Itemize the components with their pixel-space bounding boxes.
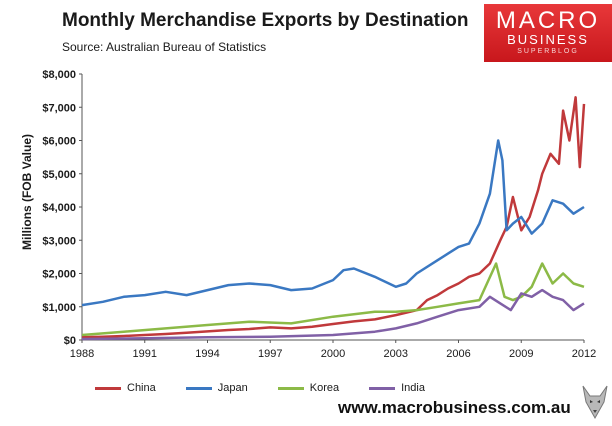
y-tick-label: $6,000	[42, 136, 76, 148]
series-line-japan	[81, 139, 585, 307]
legend-label-japan: Japan	[217, 382, 248, 394]
series-line-india	[81, 288, 585, 341]
y-tick-label: $5,000	[42, 169, 76, 181]
x-tick-label: 1991	[133, 348, 157, 360]
y-tick-label: $1,000	[42, 302, 76, 314]
x-tick-label: 2003	[384, 348, 408, 360]
y-tick-label: $7,000	[42, 102, 76, 114]
macro-business-logo[interactable]: MACRO BUSINESS SUPERBLOG	[484, 4, 612, 62]
y-axis-label: Millions (FOB Value)	[20, 134, 34, 251]
chart-title: Monthly Merchandise Exports by Destinati…	[62, 10, 469, 31]
y-tick-label: $2,000	[42, 269, 76, 281]
chart-axes: $0 $1,000 $2,000 $3,000 $4,000 $5,000 $6,000 $7…	[42, 69, 596, 360]
y-tick-label: $3,000	[42, 235, 76, 247]
y-tick-label: $4,000	[42, 202, 76, 214]
legend-label-india: India	[401, 382, 425, 394]
legend-swatch-china	[95, 386, 121, 390]
legend-item-china: China	[95, 382, 156, 394]
logo-text-macro: MACRO	[495, 7, 601, 34]
y-tick-label: $8,000	[42, 69, 76, 81]
wolf-icon	[582, 385, 608, 420]
legend-swatch-india	[369, 386, 396, 390]
chart-series	[81, 96, 586, 341]
x-tick-label: 1994	[195, 348, 219, 360]
legend-label-korea: Korea	[309, 382, 340, 394]
x-tick-label: 1997	[258, 348, 282, 360]
x-tick-label: 2009	[509, 348, 533, 360]
x-tick-label: 2000	[321, 348, 345, 360]
logo-text-business: BUSINESS	[507, 32, 589, 47]
footer-website-link[interactable]: www.macrobusiness.com.au	[338, 398, 571, 417]
x-tick-label: 2006	[446, 348, 470, 360]
x-tick-label: 1988	[70, 348, 94, 360]
legend-label-china: China	[127, 382, 156, 394]
legend-item-india: India	[369, 382, 425, 394]
chart-legend: China Japan Korea India	[95, 382, 425, 394]
legend-swatch-korea	[277, 386, 304, 390]
series-line-korea	[81, 262, 585, 337]
legend-item-japan: Japan	[185, 382, 248, 394]
x-tick-label: 2012	[572, 348, 596, 360]
y-tick-label: $0	[64, 335, 76, 347]
chart-source: Source: Australian Bureau of Statistics	[62, 40, 267, 54]
legend-swatch-japan	[185, 386, 212, 390]
legend-item-korea: Korea	[277, 382, 340, 394]
series-line-china	[81, 96, 586, 339]
logo-text-superblog: SUPERBLOG	[517, 48, 579, 55]
